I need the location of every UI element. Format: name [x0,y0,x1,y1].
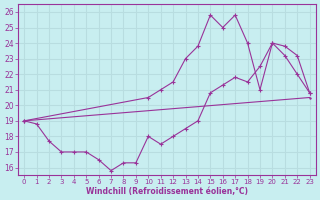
X-axis label: Windchill (Refroidissement éolien,°C): Windchill (Refroidissement éolien,°C) [86,187,248,196]
